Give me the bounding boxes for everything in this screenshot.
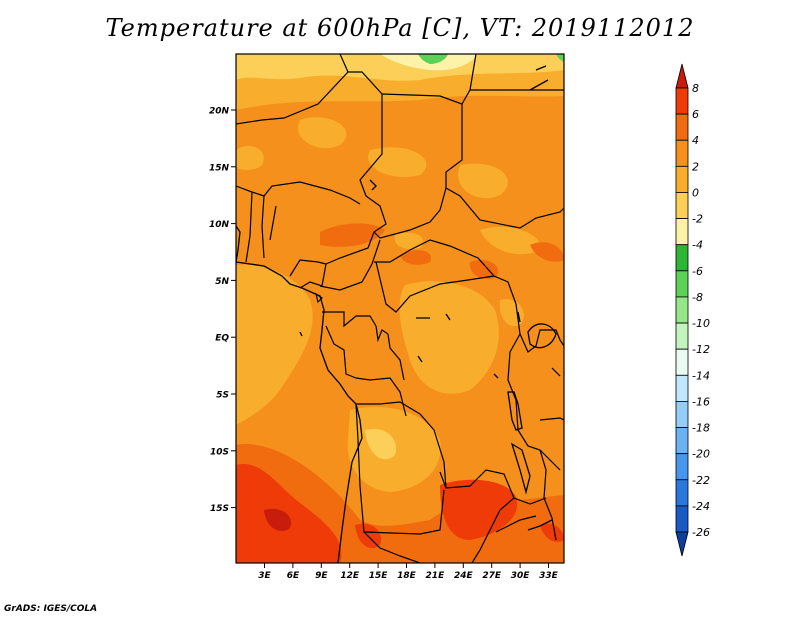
lat-tick-label: 5S xyxy=(216,391,229,401)
colorbar-label: 8 xyxy=(692,82,699,95)
colorbar-segment xyxy=(675,401,689,428)
coastline xyxy=(236,65,557,563)
colorbar-segment xyxy=(675,165,689,193)
lon-tick-label: 18E xyxy=(397,571,417,581)
colorbar-segment xyxy=(675,244,689,272)
colorbar-label: -24 xyxy=(692,500,710,513)
lon-tick-label: 30E xyxy=(511,571,531,581)
colorbar-label: -6 xyxy=(692,265,703,278)
temperature-field xyxy=(236,54,564,563)
colorbar-label: -4 xyxy=(692,239,703,252)
lon-tick-label: 12E xyxy=(340,571,360,581)
colorbar-segment xyxy=(675,270,689,298)
colorbar-bottom-arrow xyxy=(675,531,689,557)
grads-credit: GrADS: IGES/COLA xyxy=(4,604,98,614)
colorbar-segment xyxy=(675,139,689,167)
country-borders xyxy=(236,54,564,563)
colorbar-segment xyxy=(675,453,689,481)
lat-tick-label: 15N xyxy=(209,163,230,173)
colorbar-label: 0 xyxy=(692,186,699,199)
colorbar-label: -14 xyxy=(692,369,710,382)
colorbar-segment xyxy=(675,296,689,324)
colorbar-segment xyxy=(675,113,689,141)
colorbar-label: -2 xyxy=(692,213,703,226)
lon-tick-label: 6E xyxy=(287,571,300,581)
colorbar-segment xyxy=(675,218,689,246)
colorbar-segment xyxy=(675,322,689,350)
map-frame xyxy=(235,53,565,564)
lon-tick-label: 24E xyxy=(454,571,474,581)
colorbar-label: 2 xyxy=(692,160,699,173)
lon-tick-label: 9E xyxy=(315,571,328,581)
colorbar-top-arrow xyxy=(675,63,689,89)
colorbar-label: -20 xyxy=(692,448,710,461)
colorbar-label: -22 xyxy=(692,474,710,487)
lon-tick-label: 15E xyxy=(369,571,389,581)
colorbar-label: -12 xyxy=(692,343,710,356)
lon-tick-label: 21E xyxy=(426,571,446,581)
lon-tick-label: 27E xyxy=(482,571,502,581)
lat-tick-label: 10S xyxy=(210,447,229,457)
lat-axis: 20N 15N 10N 5N EQ 5S 10S 15S xyxy=(209,107,236,514)
chart-title: Temperature at 600hPa [C], VT: 201911201… xyxy=(105,14,695,42)
colorbar-segment xyxy=(675,348,689,376)
colorbar-segment xyxy=(675,87,689,115)
colorbar-label: -10 xyxy=(692,317,710,330)
colorbar-segment xyxy=(675,479,689,507)
colorbar-segment xyxy=(675,505,689,533)
colorbar-label: 4 xyxy=(692,134,699,147)
lat-tick-label: 20N xyxy=(209,107,230,117)
lon-axis: 3E 6E 9E 12E 15E 18E 21E 24E 27E 30E 33E xyxy=(258,563,559,581)
colorbar-label: -18 xyxy=(692,422,710,435)
lon-tick-label: 33E xyxy=(539,571,559,581)
lat-tick-label: 10N xyxy=(209,220,230,230)
colorbar-label: 6 xyxy=(692,108,699,121)
colorbar: 8 6 4 2 0 -2 -4 -6 -8 -10 -12 -14 -16 -18 -20 -22 -24 -26 xyxy=(675,63,710,557)
colorbar-segment xyxy=(675,374,689,402)
lat-tick-label: EQ xyxy=(215,334,229,344)
colorbar-label: -16 xyxy=(692,395,710,408)
lat-tick-label: 5N xyxy=(215,277,229,287)
colorbar-segment xyxy=(675,192,689,219)
colorbar-segment xyxy=(675,427,689,455)
lat-tick-label: 15S xyxy=(210,504,229,514)
colorbar-label: -8 xyxy=(692,291,703,304)
lon-tick-label: 3E xyxy=(258,571,271,581)
colorbar-label: -26 xyxy=(692,526,710,539)
